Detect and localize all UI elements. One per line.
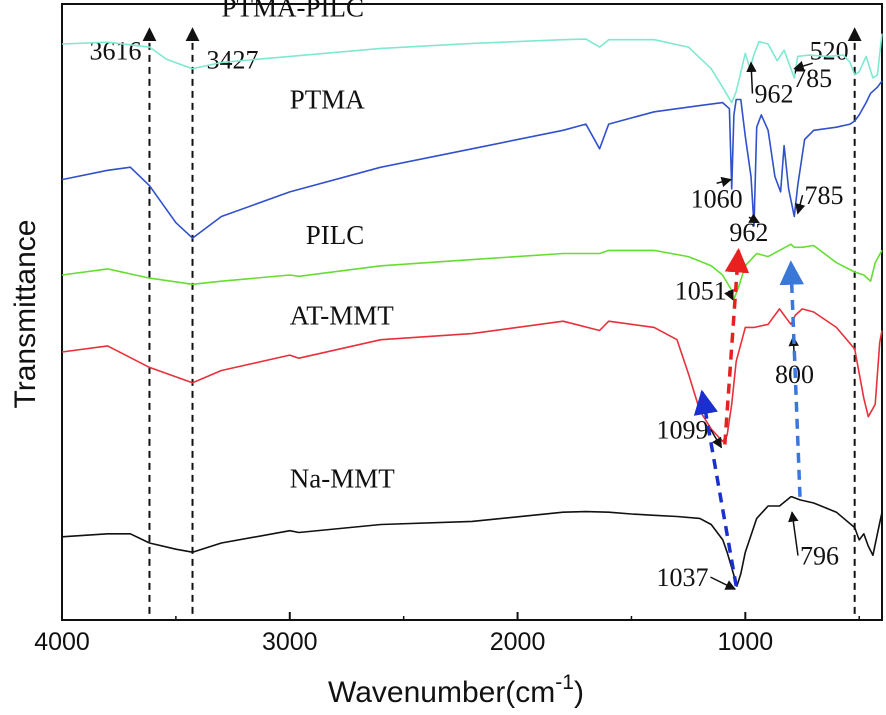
peak-label-962: 962 — [754, 80, 793, 109]
series-line-ptma — [61, 80, 883, 239]
x-tick-label: 4000 — [34, 628, 90, 656]
series-label-pilc: PILC — [306, 220, 365, 250]
series-line-ptma-pilc — [61, 33, 883, 104]
series-labels: PTMA-PILC PTMA PILC AT-MMT Na-MMT — [221, 0, 395, 494]
peak-label-796: 796 — [800, 542, 839, 571]
spectra-series — [61, 33, 883, 587]
peak-arrow-962 — [748, 213, 760, 224]
series-label-ptma-pilc: PTMA-PILC — [221, 0, 364, 22]
y-axis-label: Transmittance — [9, 220, 42, 409]
peak-label-785: 785 — [805, 181, 844, 210]
peak-arrow-1037 — [710, 576, 737, 590]
x-tick-label: 3000 — [262, 628, 318, 656]
x-axis-label: Wavenumber(cm-1) — [328, 671, 584, 709]
peak-annotations: 9627851060962785105180010997961037 — [657, 60, 844, 592]
peak-arrow-1099 — [709, 428, 723, 449]
series-line-pilc — [61, 243, 883, 301]
peak-arrow-785 — [793, 60, 813, 71]
shift-arrow — [723, 247, 750, 445]
series-label-na-mmt: Na-MMT — [290, 464, 395, 494]
plot-frame — [61, 3, 883, 621]
peak-label-1037: 1037 — [657, 563, 709, 592]
guide-label-520: 520 — [810, 36, 849, 65]
peak-arrow-962 — [746, 61, 757, 94]
peak-arrow-796 — [788, 511, 799, 556]
shift-arrow — [693, 389, 738, 587]
peak-label-1060: 1060 — [691, 184, 743, 213]
guide-lines: 3616 3427 520 — [89, 27, 862, 614]
series-line-at-mmt — [61, 308, 883, 443]
series-label-ptma: PTMA — [290, 85, 366, 115]
shift-arrow — [779, 260, 804, 497]
series-line-na-mmt — [61, 495, 883, 587]
peak-arrow-785 — [795, 195, 806, 215]
series-label-at-mmt: AT-MMT — [290, 300, 395, 330]
peak-label-962: 962 — [729, 218, 768, 247]
guide-label-3616: 3616 — [89, 36, 141, 65]
x-tick-label: 1000 — [718, 628, 774, 656]
shift-arrows — [693, 247, 804, 587]
x-axis-label-superscript: -1 — [555, 671, 574, 694]
x-tick-label: 2000 — [490, 628, 546, 656]
plot-area — [61, 3, 883, 621]
x-axis-label-close: ) — [574, 676, 584, 709]
peak-label-1099: 1099 — [657, 415, 709, 444]
x-axis-ticks: 4000 3000 2000 1000 — [34, 612, 860, 656]
peak-label-1051: 1051 — [675, 277, 727, 306]
x-axis-label-main: Wavenumber(cm — [328, 676, 555, 709]
peak-arrow-1060 — [716, 176, 732, 188]
peak-label-785: 785 — [793, 64, 832, 93]
peak-arrow-1051 — [724, 288, 734, 301]
